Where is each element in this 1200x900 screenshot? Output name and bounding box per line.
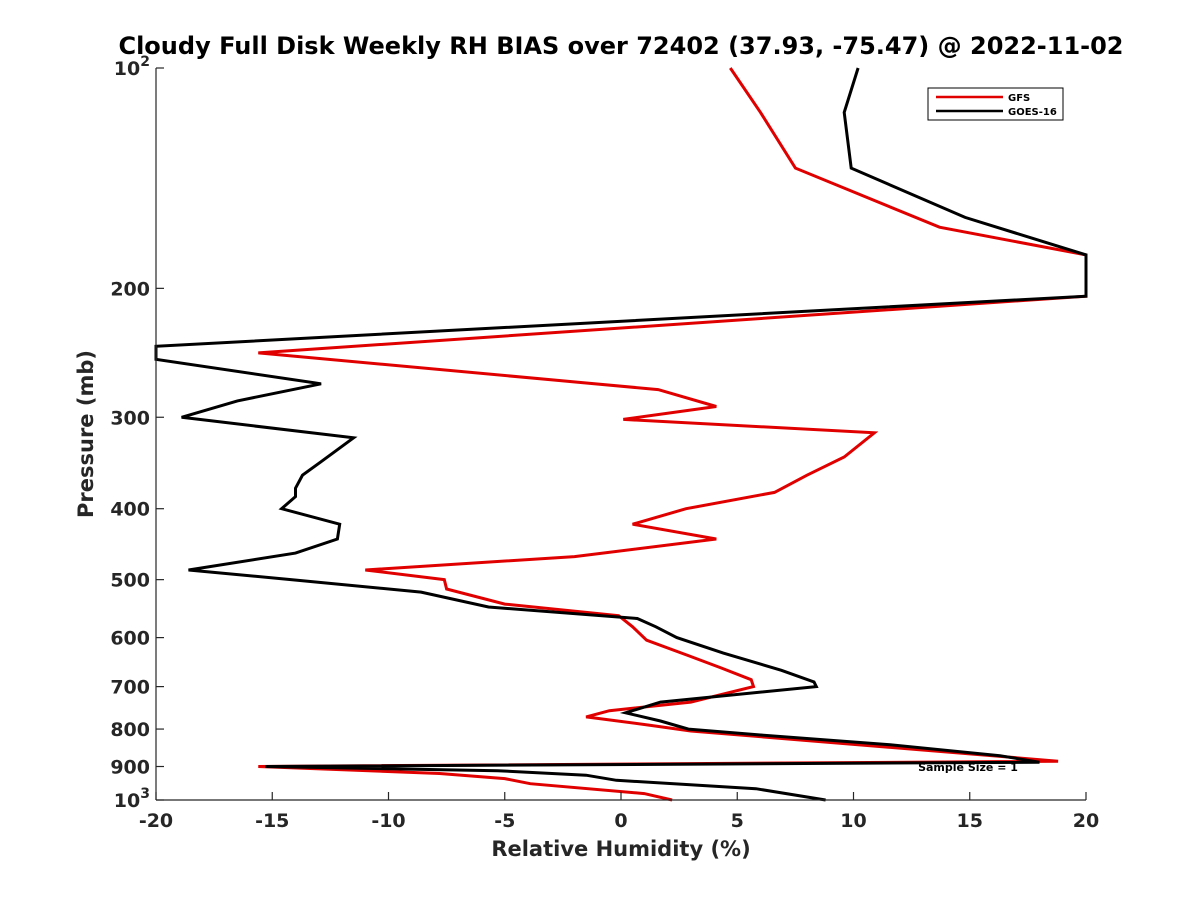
series-layer xyxy=(154,67,1088,802)
y-tick-label: 500 xyxy=(110,570,150,592)
x-tick-label: 20 xyxy=(1073,810,1099,832)
y-tick-label: 600 xyxy=(110,628,150,650)
x-tick-label: 0 xyxy=(614,810,627,832)
y-tick-label: 900 xyxy=(110,757,150,779)
x-tick-label: -10 xyxy=(371,810,405,832)
ticks-layer: -20 -15 -10 -5 0 5 10 15 20102200300400500600700… xyxy=(110,54,1099,832)
x-tick-label: 5 xyxy=(731,810,744,832)
x-tick-label: 15 xyxy=(957,810,983,832)
chart-title: Cloudy Full Disk Weekly RH BIAS over 724… xyxy=(118,32,1123,60)
x-tick-label: -5 xyxy=(494,810,515,832)
y-tick-label: 400 xyxy=(110,499,150,521)
sample-size-annotation: Sample Size = 1 xyxy=(918,761,1018,774)
plot-area xyxy=(156,68,1086,800)
x-tick-label: -15 xyxy=(255,810,289,832)
x-tick-label: 10 xyxy=(840,810,866,832)
y-tick-label: 800 xyxy=(110,719,150,741)
y-tick-label: 700 xyxy=(110,677,150,699)
legend-label-gfs: GFS xyxy=(1008,93,1030,104)
legend: GFS GOES-16 xyxy=(927,87,1064,121)
y-tick-label: 300 xyxy=(110,407,150,429)
x-axis-label: Relative Humidity (%) xyxy=(491,837,750,861)
y-axis-label: Pressure (mb) xyxy=(74,350,98,518)
x-tick-label: -20 xyxy=(139,810,173,832)
y-tick-label: 200 xyxy=(110,278,150,300)
legend-box xyxy=(927,87,1064,121)
legend-label-goes16: GOES-16 xyxy=(1008,107,1057,118)
series-line-goes16 xyxy=(154,67,1088,802)
